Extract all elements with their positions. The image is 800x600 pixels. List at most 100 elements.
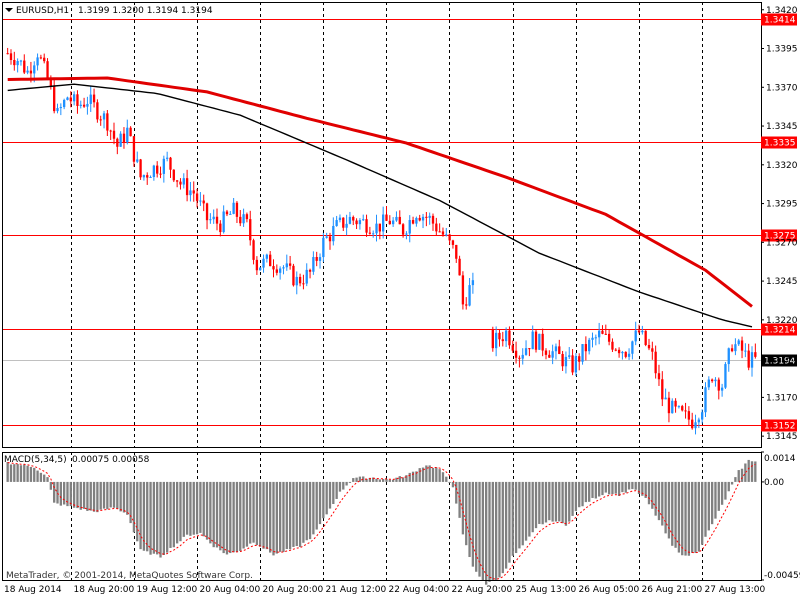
macd-bar (16, 464, 19, 482)
macd-bar (597, 481, 601, 497)
macd-bar (724, 481, 727, 500)
level-tag-label: 1.3335 (764, 139, 796, 149)
macd-bar (697, 481, 701, 552)
macd-bar (415, 471, 418, 482)
candle-body (312, 256, 315, 272)
macd-bar (86, 481, 89, 511)
candle-body (275, 269, 278, 273)
candle-body (79, 104, 82, 106)
macd-bar (292, 481, 295, 547)
level-tag (761, 13, 797, 26)
candle-body (611, 341, 614, 350)
macd-bar (96, 481, 99, 513)
macd-bar (49, 481, 53, 490)
candle-body (564, 356, 568, 367)
candle-body (445, 234, 448, 236)
candle-body (541, 333, 544, 351)
candle-body (76, 94, 79, 106)
price-axis-label: 1.3145 (766, 432, 798, 442)
candle-body (282, 267, 285, 269)
level-tag (761, 229, 797, 242)
macd-bar (607, 481, 611, 495)
x-tick-label: 20 Aug 20:00 (263, 585, 324, 595)
candle-body (195, 193, 199, 201)
candle-body (614, 349, 617, 351)
macd-title: MACD(5,34,5) (4, 455, 67, 465)
macd-bar (92, 481, 96, 512)
price-axis: 1.3414 1.3335 1.3275 1.3214 1.3152 1.3194 0.00… (761, 6, 800, 581)
macd-axis-label: 0.0014 (764, 454, 796, 464)
candle-body (372, 233, 375, 235)
macd-bar (448, 481, 451, 483)
macd-bar (684, 481, 687, 556)
macd-bar (169, 481, 172, 548)
candle-body (451, 240, 455, 245)
candle-body (601, 330, 604, 334)
macd-bar (325, 481, 328, 515)
candle-body (122, 133, 126, 143)
macd-bar (581, 481, 584, 507)
macd-bar (99, 481, 102, 510)
macd-bar (39, 472, 43, 482)
candle-body (82, 104, 86, 107)
candle-body (19, 60, 23, 62)
candle-body (375, 223, 378, 234)
macd-bar (109, 481, 112, 508)
candle-body (518, 357, 521, 359)
macd-bar (13, 464, 16, 482)
macd-bar (275, 481, 278, 554)
candle-body (617, 349, 621, 354)
macd-bar (102, 481, 106, 509)
candle-body (654, 351, 657, 374)
candle-body (39, 57, 43, 59)
macd-bar (282, 481, 285, 552)
candle-body (561, 353, 564, 367)
macd-bar (69, 481, 72, 507)
macd-bar (189, 481, 192, 536)
macd-bar (222, 481, 225, 554)
candle-body (421, 216, 425, 221)
macd-bar (139, 481, 142, 550)
macd-bar (621, 481, 624, 493)
dropdown-triangle-icon[interactable] (5, 8, 13, 12)
candle-body (325, 236, 328, 238)
candle-body (192, 190, 195, 194)
candle-body (232, 202, 235, 214)
candle-body (661, 379, 664, 400)
candle-body (315, 256, 318, 261)
macd-bar (355, 477, 358, 482)
macd-bar (62, 481, 66, 505)
macd-bar (481, 481, 485, 581)
candle-body (126, 127, 129, 143)
candle-body (302, 283, 305, 285)
candle-body (724, 364, 727, 388)
candle-body (691, 419, 694, 429)
candle-body (597, 330, 601, 338)
symbol-label: EURUSD,H1 (16, 6, 69, 16)
candle-body (23, 60, 26, 73)
candle-body (627, 353, 631, 357)
candle-body (468, 285, 471, 306)
candle-body (607, 333, 611, 342)
candle-body (62, 99, 66, 108)
candle-body (365, 219, 368, 233)
candle-body (508, 330, 511, 346)
macd-bar (491, 481, 494, 582)
macd-bar (574, 481, 578, 512)
candle-body (152, 165, 156, 177)
macd-bar (418, 468, 421, 482)
macd-bar (578, 481, 581, 508)
macd-bar (704, 481, 707, 537)
macd-bar (508, 481, 511, 563)
candle-body (132, 136, 136, 162)
macd-bar (461, 481, 465, 535)
macd-bar (531, 481, 534, 533)
macd-bar (368, 477, 372, 482)
macd-bar (558, 481, 561, 522)
macd-bar (737, 470, 740, 482)
macd-bar (312, 481, 315, 535)
level-tag-label: 1.3214 (764, 326, 796, 336)
macd-bar (468, 481, 471, 558)
x-tick-label: 22 Aug 04:00 (389, 585, 450, 595)
macd-bar (202, 481, 205, 537)
